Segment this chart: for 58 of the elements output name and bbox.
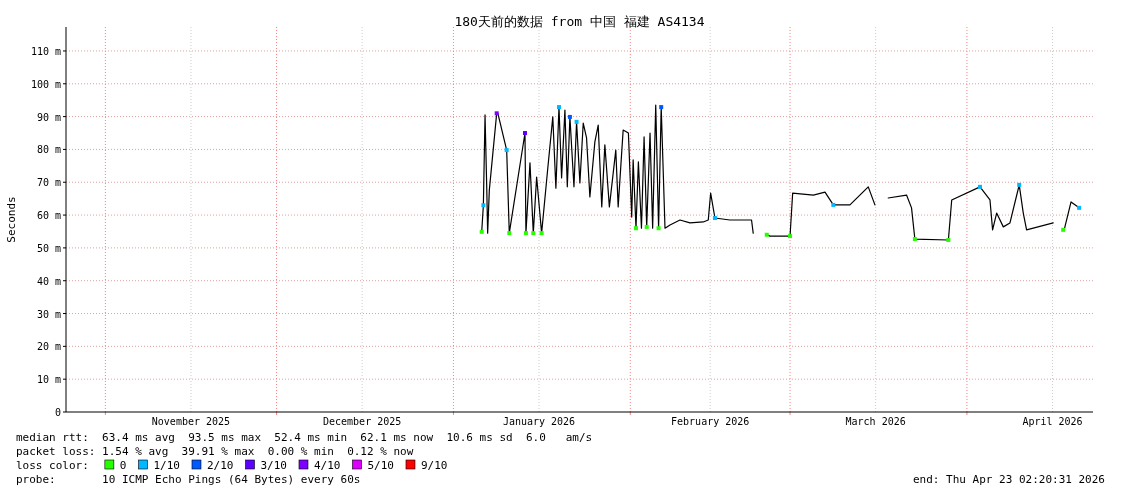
x-tick-label: January 2026 bbox=[502, 416, 576, 427]
point bbox=[494, 111, 499, 116]
point bbox=[539, 231, 544, 236]
y-axis-title: Seconds bbox=[5, 196, 18, 243]
point bbox=[831, 202, 836, 207]
legend-label: 1/10 bbox=[153, 459, 180, 472]
point bbox=[912, 237, 917, 242]
point bbox=[656, 226, 661, 231]
legend-title: loss color: bbox=[16, 459, 89, 472]
x-tick-label: March 2026 bbox=[845, 416, 906, 427]
point bbox=[523, 231, 528, 236]
point bbox=[479, 229, 484, 234]
text: packet loss: 1.54 % avg 39.91 % max 0.00 % min 0.12 % now bbox=[16, 445, 414, 458]
point bbox=[574, 119, 579, 124]
point bbox=[788, 234, 793, 239]
y-tick-label: 80 m bbox=[36, 144, 61, 156]
point bbox=[1077, 205, 1082, 210]
y-tick-label: 10 m bbox=[36, 374, 61, 386]
point bbox=[504, 148, 509, 153]
legend-label: 9/10 bbox=[420, 459, 448, 472]
text: median rtt: 63.4 ms avg 93.5 ms max 52.4 ms min 62.1 ms now 10.6 ms sd 6.0 am/s bbox=[16, 431, 593, 444]
point bbox=[531, 231, 536, 236]
legend-label: 3/10 bbox=[260, 459, 287, 472]
point bbox=[507, 231, 512, 236]
y-tick-label: 50 m bbox=[36, 242, 61, 254]
chart-title: 180天前的数据 from 中国 福建 AS4134 bbox=[454, 14, 705, 29]
point bbox=[659, 105, 664, 110]
text: probe: 10 ICMP Echo Pings (64 Bytes) every 60s bbox=[16, 473, 361, 486]
point bbox=[1017, 182, 1022, 187]
y-tick-label: 20 m bbox=[36, 341, 61, 353]
point bbox=[522, 131, 527, 136]
x-tick-label: April 2026 bbox=[1022, 416, 1083, 427]
x-tick-label: February 2026 bbox=[671, 416, 750, 427]
y-tick-label: 0 bbox=[54, 407, 61, 418]
legend-label: 4/10 bbox=[313, 459, 341, 472]
y-tick-label: 40 m bbox=[36, 275, 61, 287]
y-tick-label: 60 m bbox=[36, 210, 61, 222]
text: end: Thu Apr 23 02:20:31 2026 bbox=[912, 473, 1105, 486]
x-tick-label: December 2025 bbox=[322, 416, 402, 427]
x-tick-label: November 2025 bbox=[151, 416, 231, 427]
point bbox=[644, 224, 649, 229]
y-tick-label: 90 m bbox=[36, 111, 61, 123]
legend-label: 5/10 bbox=[367, 459, 394, 472]
point bbox=[978, 184, 982, 189]
y-tick-label: 110 m bbox=[30, 45, 61, 57]
y-tick-label: 70 m bbox=[36, 177, 61, 189]
point bbox=[567, 114, 572, 119]
y-tick-label: 30 m bbox=[36, 308, 61, 320]
legend-label: 0 bbox=[119, 459, 127, 472]
point bbox=[946, 238, 951, 243]
point bbox=[712, 216, 717, 221]
point bbox=[481, 203, 486, 208]
point bbox=[764, 232, 769, 237]
point bbox=[1061, 227, 1066, 232]
y-tick-label: 100 m bbox=[30, 78, 61, 90]
point bbox=[634, 226, 638, 231]
legend-label: 2/10 bbox=[206, 459, 234, 472]
point bbox=[556, 105, 561, 110]
